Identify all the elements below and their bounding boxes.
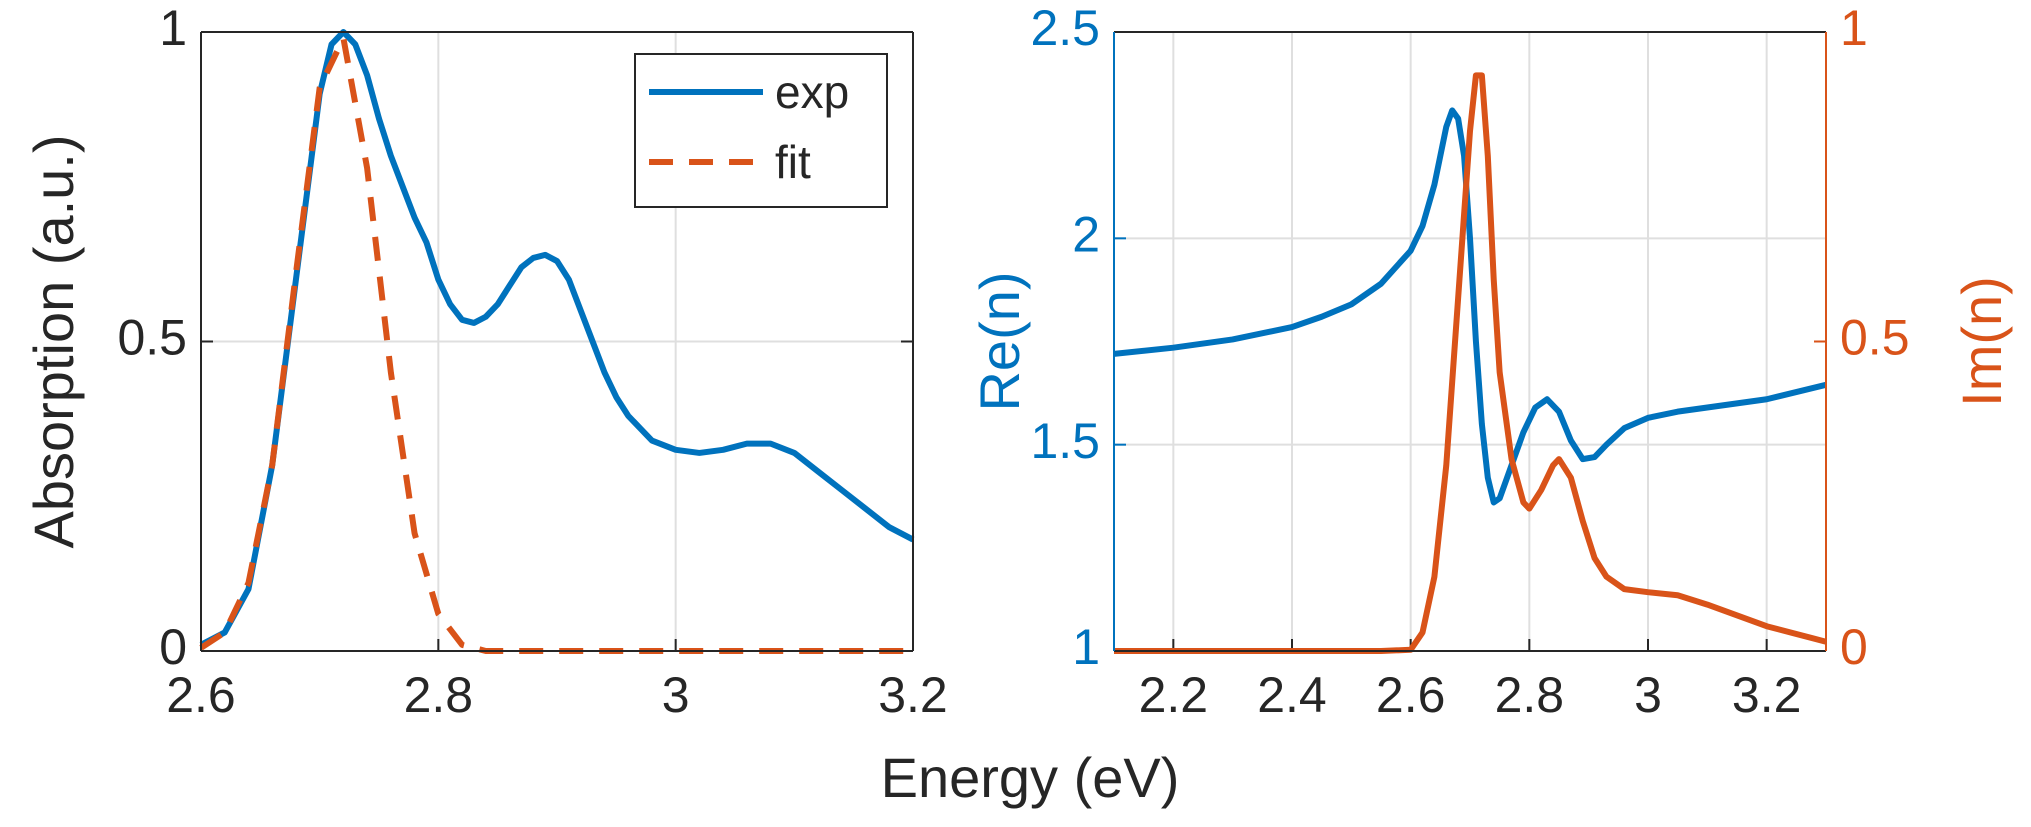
y-tick-label: 2 bbox=[1072, 207, 1100, 263]
data-line bbox=[1113, 107, 1827, 506]
x-tick-label: 3 bbox=[662, 667, 690, 723]
data-line bbox=[1114, 72, 1827, 654]
y2-tick-label: 0 bbox=[1840, 619, 1868, 675]
x-tick-label: 3 bbox=[1634, 667, 1662, 723]
x-tick-label: 2.6 bbox=[166, 667, 236, 723]
x-tick-label: 2.8 bbox=[1495, 667, 1565, 723]
legend-label: fit bbox=[775, 136, 811, 188]
y-tick-label: 1.5 bbox=[1030, 413, 1100, 469]
x-tick-label: 2.8 bbox=[404, 667, 474, 723]
y-tick-label: 1 bbox=[1072, 619, 1100, 675]
x-tick-label: 3.2 bbox=[878, 667, 948, 723]
y-tick-label: 0 bbox=[159, 619, 187, 675]
x-tick-label: 2.2 bbox=[1139, 667, 1209, 723]
y-axis-label: Absorption (a.u.) bbox=[22, 135, 85, 549]
y2-tick-label: 0.5 bbox=[1840, 310, 1910, 366]
legend-label: exp bbox=[775, 66, 849, 118]
y2-axis-label: Im(n) bbox=[1950, 276, 2013, 407]
y-tick-label: 2.5 bbox=[1030, 0, 1100, 56]
y-axis-label: Re(n) bbox=[968, 271, 1031, 411]
x-axis-label: Energy (eV) bbox=[881, 746, 1180, 809]
x-tick-label: 2.6 bbox=[1376, 667, 1446, 723]
data-line bbox=[199, 29, 915, 648]
x-tick-label: 2.4 bbox=[1257, 667, 1327, 723]
x-tick-label: 3.2 bbox=[1732, 667, 1802, 723]
y2-tick-label: 1 bbox=[1840, 0, 1868, 56]
legend-box bbox=[634, 53, 888, 208]
y-tick-label: 0.5 bbox=[117, 310, 187, 366]
data-line bbox=[199, 35, 913, 654]
y-tick-label: 1 bbox=[159, 0, 187, 56]
